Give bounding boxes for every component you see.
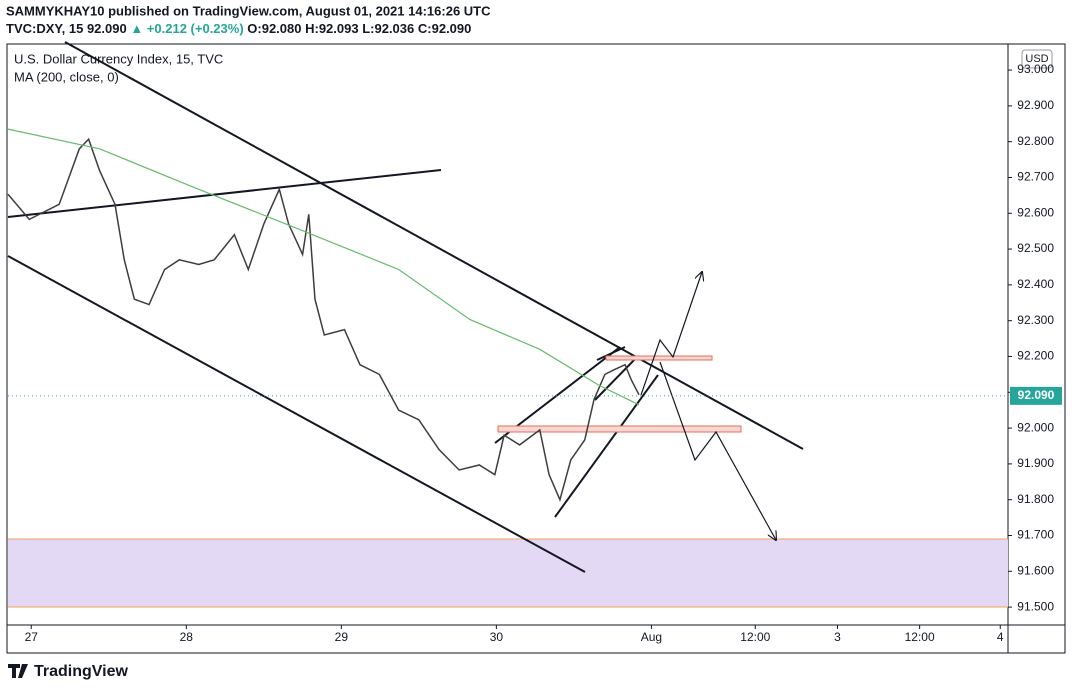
y-tick-label: 91.900 <box>1017 456 1054 470</box>
y-tick-label: 91.800 <box>1017 492 1054 506</box>
brand: TradingView <box>34 663 129 680</box>
y-tick-label: 92.700 <box>1017 170 1054 184</box>
last-price-label: 92.090 <box>1018 388 1055 402</box>
x-tick-label: 29 <box>335 630 349 644</box>
channel-upper <box>64 41 804 450</box>
x-tick-label: 12:00 <box>905 630 935 644</box>
change: ▲ +0.212 (+0.23%) <box>130 21 243 36</box>
target-zone <box>8 539 1008 607</box>
x-tick-label: 3 <box>834 630 841 644</box>
y-tick-label: 92.400 <box>1017 277 1054 291</box>
y-tick-label: 91.600 <box>1017 563 1054 577</box>
scenario-arrow <box>640 272 702 396</box>
close: C:92.090 <box>418 21 471 36</box>
last: 92.090 <box>87 21 127 36</box>
y-tick-label: 92.500 <box>1017 241 1054 255</box>
x-tick-label: Aug <box>641 630 662 644</box>
last-price-badge <box>1010 386 1062 405</box>
x-tick-label: 28 <box>180 630 194 644</box>
wedge-line <box>554 374 659 518</box>
y-tick-label: 91.500 <box>1017 599 1054 613</box>
channel-lower <box>7 255 586 573</box>
currency-badge <box>1021 49 1053 69</box>
frame <box>6 43 1066 654</box>
open: O:92.080 <box>247 21 301 36</box>
wedge-line <box>596 346 626 361</box>
indicator-label: MA (200, close, 0) <box>14 69 119 84</box>
x-tick-label: 4 <box>997 630 1004 644</box>
logo-icon <box>8 664 28 678</box>
x-tick-label: 12:00 <box>740 630 770 644</box>
symbol: TVC:DXY, 15 <box>6 21 83 36</box>
trend-line <box>7 169 442 218</box>
high: H:92.093 <box>305 21 358 36</box>
y-tick-label: 92.600 <box>1017 205 1054 219</box>
y-tick-label: 92.200 <box>1017 349 1054 363</box>
series-line <box>7 137 640 502</box>
chart-title: U.S. Dollar Currency Index, 15, TVC <box>14 51 223 66</box>
resistance-zone <box>497 425 742 433</box>
resistance-zone <box>605 355 713 361</box>
y-tick-label: 91.700 <box>1017 528 1054 542</box>
y-tick-label: 92.900 <box>1017 98 1054 112</box>
y-tick-label: 93.000 <box>1017 62 1054 76</box>
y-tick-label: 92.000 <box>1017 420 1054 434</box>
x-tick-label: 27 <box>25 630 39 644</box>
publisher: SAMMYKHAY10 published on TradingView.com… <box>6 3 491 18</box>
currency: USD <box>1025 53 1048 65</box>
series-line <box>7 128 640 406</box>
y-tick-label: 92.300 <box>1017 313 1054 327</box>
wedge-line <box>594 356 638 401</box>
y-tick-label: 92.800 <box>1017 134 1054 148</box>
low: L:92.036 <box>362 21 414 36</box>
scenario-arrow <box>659 361 776 540</box>
drawings <box>7 41 804 573</box>
x-tick-label: 30 <box>490 630 504 644</box>
quote-header: TVC:DXY, 15 92.090 ▲ +0.212 (+0.23%) O:9… <box>6 21 471 36</box>
